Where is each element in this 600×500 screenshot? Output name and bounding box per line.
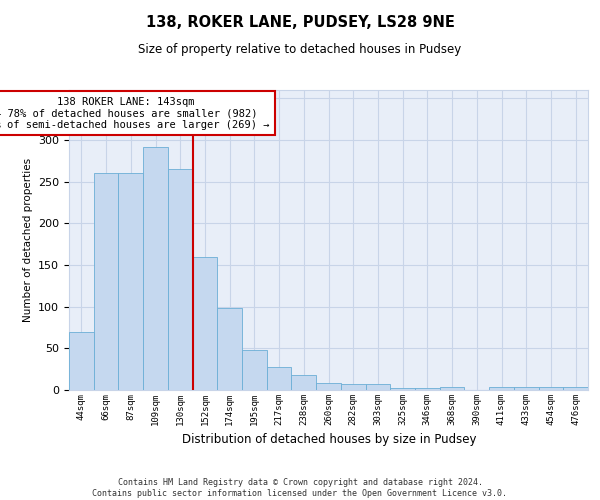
Bar [440,386,464,390]
Bar [118,174,143,390]
Bar [415,388,440,390]
Bar [316,384,341,390]
Bar [292,375,316,390]
Text: Distribution of detached houses by size in Pudsey: Distribution of detached houses by size … [182,432,476,446]
Text: Size of property relative to detached houses in Pudsey: Size of property relative to detached ho… [139,42,461,56]
Bar [193,256,217,390]
Bar [217,308,242,390]
Bar [94,174,118,390]
Bar [143,146,168,390]
Text: Contains HM Land Registry data © Crown copyright and database right 2024.
Contai: Contains HM Land Registry data © Crown c… [92,478,508,498]
Bar [242,350,267,390]
Bar [539,386,563,390]
Y-axis label: Number of detached properties: Number of detached properties [23,158,32,322]
Bar [341,384,365,390]
Bar [267,366,292,390]
Text: 138 ROKER LANE: 143sqm
← 78% of detached houses are smaller (982)
21% of semi-de: 138 ROKER LANE: 143sqm ← 78% of detached… [0,96,269,130]
Bar [69,332,94,390]
Bar [168,169,193,390]
Bar [514,386,539,390]
Bar [390,388,415,390]
Bar [489,386,514,390]
Bar [563,386,588,390]
Bar [365,384,390,390]
Text: 138, ROKER LANE, PUDSEY, LS28 9NE: 138, ROKER LANE, PUDSEY, LS28 9NE [146,15,454,30]
